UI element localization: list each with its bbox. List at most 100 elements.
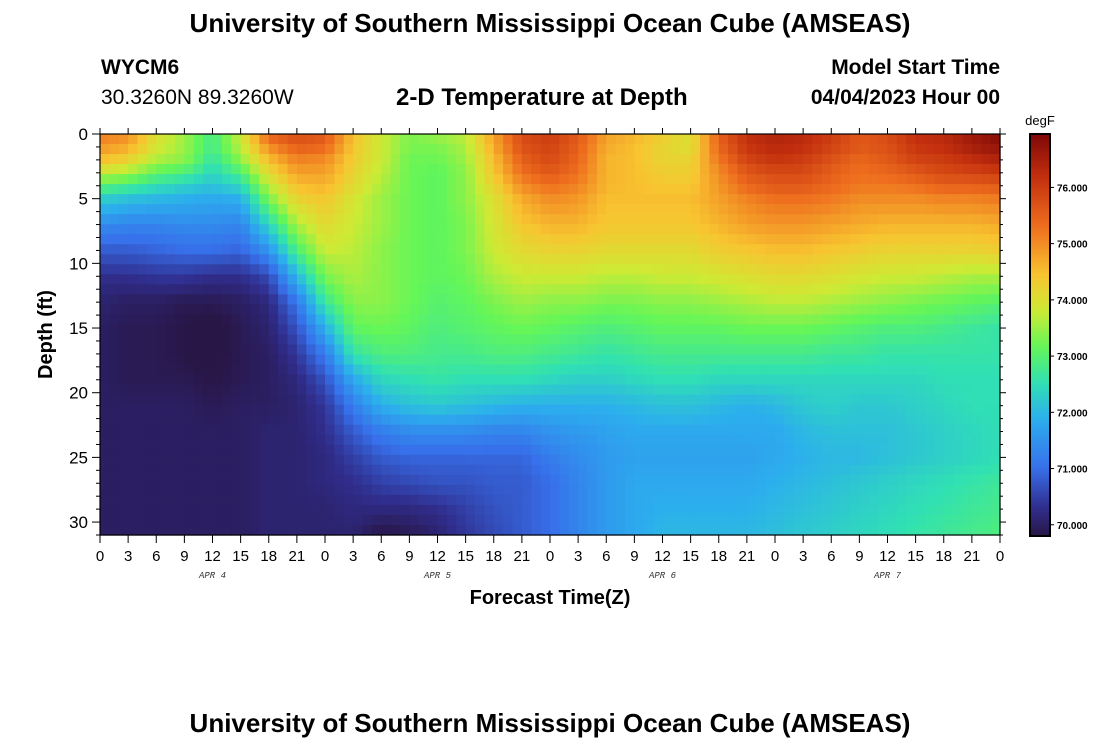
heatmap-cell xyxy=(625,144,635,155)
heatmap-cell xyxy=(446,394,457,406)
heatmap-cell xyxy=(962,254,973,265)
heatmap-cell xyxy=(990,284,1001,296)
heatmap-cell xyxy=(400,314,410,326)
heatmap-cell xyxy=(587,244,598,255)
heatmap-cell xyxy=(915,214,926,225)
heatmap-cell xyxy=(446,284,457,296)
heatmap-cell xyxy=(943,134,954,145)
heatmap-cell xyxy=(353,304,364,316)
heatmap-cell xyxy=(268,334,279,346)
heatmap-cell xyxy=(775,234,785,245)
heatmap-cell xyxy=(784,154,795,165)
heatmap-cell xyxy=(615,204,626,215)
heatmap-cell xyxy=(212,304,223,316)
heatmap-cell xyxy=(878,254,889,265)
heatmap-cell xyxy=(109,384,120,396)
heatmap-cell xyxy=(643,154,654,165)
heatmap-cell xyxy=(971,324,982,336)
heatmap-cell xyxy=(962,134,973,145)
heatmap-cell xyxy=(756,364,767,376)
heatmap-cell xyxy=(662,404,673,416)
heatmap-cell xyxy=(184,374,195,386)
heatmap-cell xyxy=(456,184,467,195)
heatmap-cell xyxy=(896,144,907,155)
heatmap-cell xyxy=(568,154,579,165)
x-tick-label: 9 xyxy=(405,548,413,565)
x-tick-label: 6 xyxy=(152,548,160,565)
heatmap-cell xyxy=(606,164,617,175)
x-tick-label: 15 xyxy=(682,548,699,565)
heatmap-cell xyxy=(193,434,204,446)
heatmap-cell xyxy=(475,304,485,316)
heatmap-cell xyxy=(934,304,945,316)
heatmap-cell xyxy=(418,524,429,536)
heatmap-cell xyxy=(746,204,757,215)
heatmap-cell xyxy=(681,144,692,155)
heatmap-cell xyxy=(906,294,917,306)
heatmap-cell xyxy=(559,454,570,466)
heatmap-cell xyxy=(175,374,185,386)
heatmap-cell xyxy=(700,254,710,265)
heatmap-cell xyxy=(671,404,682,416)
heatmap-cell xyxy=(428,174,439,185)
heatmap-cell xyxy=(981,424,992,436)
heatmap-cell xyxy=(100,294,110,306)
heatmap-cell xyxy=(118,414,129,426)
heatmap-cell xyxy=(681,264,692,275)
heatmap-cell xyxy=(353,144,364,155)
heatmap-cell xyxy=(737,344,748,356)
x-tick-label: 6 xyxy=(827,548,835,565)
heatmap-cell xyxy=(381,464,392,476)
heatmap-cell xyxy=(709,454,720,466)
heatmap-cell xyxy=(671,254,682,265)
heatmap-cell xyxy=(240,174,251,185)
heatmap-cell xyxy=(587,364,598,376)
heatmap-cell xyxy=(625,324,635,336)
heatmap-cell xyxy=(109,484,120,496)
heatmap-cell xyxy=(681,474,692,486)
heatmap-cell xyxy=(596,504,607,516)
heatmap-cell xyxy=(512,274,523,285)
heatmap-cell xyxy=(840,354,851,366)
heatmap-cell xyxy=(334,334,345,346)
heatmap-cell xyxy=(362,504,373,516)
heatmap-cell xyxy=(512,384,523,396)
heatmap-cell xyxy=(465,184,476,195)
heatmap-cell xyxy=(868,134,879,145)
heatmap-cell xyxy=(896,404,907,416)
heatmap-cell xyxy=(390,274,401,285)
heatmap-cell xyxy=(325,174,335,185)
heatmap-cell xyxy=(118,144,129,155)
heatmap-cell xyxy=(212,484,223,496)
heatmap-cell xyxy=(775,294,785,306)
heatmap-cell xyxy=(690,244,701,255)
heatmap-cell xyxy=(681,494,692,506)
heatmap-cell xyxy=(587,154,598,165)
heatmap-cell xyxy=(906,444,917,456)
heatmap-cell xyxy=(559,294,570,306)
heatmap-cell xyxy=(446,144,457,155)
heatmap-cell xyxy=(915,244,926,255)
heatmap-cell xyxy=(643,434,654,446)
heatmap-cell xyxy=(475,484,485,496)
heatmap-cell xyxy=(728,404,739,416)
heatmap-cell xyxy=(146,444,157,456)
heatmap-cell xyxy=(334,244,345,255)
heatmap-cell xyxy=(362,434,373,446)
day-label: APR 5 xyxy=(423,571,452,581)
heatmap-cell xyxy=(878,174,889,185)
heatmap-cell xyxy=(709,314,720,326)
heatmap-cell xyxy=(737,154,748,165)
heatmap-cell xyxy=(259,284,270,296)
heatmap-cell xyxy=(146,154,157,165)
heatmap-cell xyxy=(259,454,270,466)
heatmap-cell xyxy=(221,134,232,145)
heatmap-cell xyxy=(550,454,560,466)
heatmap-cell xyxy=(540,154,551,165)
heatmap-cell xyxy=(100,394,110,406)
heatmap-cell xyxy=(737,404,748,416)
heatmap-cell xyxy=(484,484,495,496)
heatmap-cell xyxy=(128,444,139,456)
heatmap-cell xyxy=(512,134,523,145)
heatmap-cell xyxy=(896,254,907,265)
